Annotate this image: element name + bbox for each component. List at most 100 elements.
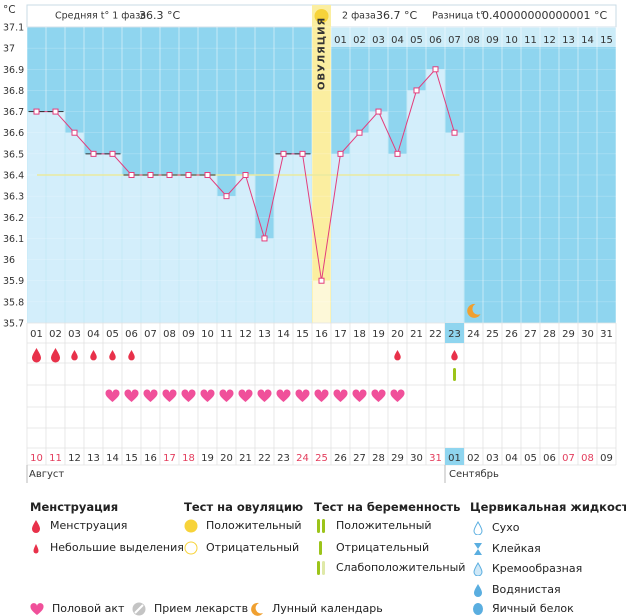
legend-cervical-watery-label: Водянистая — [492, 583, 561, 596]
legend-pregnancy-weak-label: Слабоположительный — [336, 561, 466, 574]
outline-drop-icon — [473, 521, 483, 536]
temperature-point — [90, 150, 97, 157]
ovulation-column — [312, 5, 331, 323]
legend-cervical-eggwhite-label: Яичный белок — [492, 602, 574, 615]
phase2-day-label: 07 — [448, 35, 461, 46]
bleeding-heavy-icon — [32, 348, 41, 363]
temperature-point — [242, 172, 249, 178]
phase1-avg-label: Средняя t° 1 фаза — [55, 11, 146, 22]
date-label: 17 — [163, 453, 176, 464]
temperature-point — [128, 172, 135, 178]
legend-pregnancy-weak-item: Слабоположительный — [314, 561, 465, 575]
temperature-point — [109, 150, 116, 157]
temperature-point — [71, 129, 78, 136]
temperature-point — [375, 108, 382, 115]
phase2-day-label: 04 — [391, 35, 404, 46]
temperature-point — [185, 172, 192, 178]
phase1-avg-value: 36.3 °C — [139, 9, 180, 22]
intercourse-heart-icon — [105, 389, 120, 402]
date-label: 31 — [429, 453, 442, 464]
date-label: 15 — [125, 453, 138, 464]
temperature-bar — [179, 175, 198, 323]
ovulation-test-positive-icon — [314, 9, 329, 23]
intercourse-heart-icon — [333, 389, 348, 402]
month-label: Август — [29, 469, 64, 480]
y-tick-label: 36.9 — [3, 65, 24, 76]
intercourse-heart-icon — [200, 389, 215, 402]
moon-icon — [467, 303, 481, 318]
y-tick-label: 36.4 — [3, 171, 24, 182]
ovulation-label: ОВУЛЯЦИЯ — [317, 17, 328, 90]
temperature-point — [337, 150, 344, 157]
y-tick-label: 36.2 — [3, 213, 24, 224]
temperature-bar — [27, 111, 46, 323]
temperature-bar — [331, 153, 350, 323]
legend-cervical-sticky-label: Клейкая — [492, 542, 541, 555]
y-tick-label: 37.1 — [3, 23, 24, 34]
temperature-bar — [84, 153, 103, 323]
bleeding-heavy-icon — [51, 348, 60, 363]
legend-cervical-watery-item: Водянистая — [472, 583, 561, 597]
temperature-bar — [160, 175, 179, 323]
intercourse-heart-icon — [276, 389, 291, 402]
date-label: 07 — [562, 453, 575, 464]
legend-cervical-sticky-item: Клейкая — [472, 542, 541, 556]
cycle-day-label: 28 — [543, 329, 556, 340]
single-bar-icon — [319, 541, 322, 555]
cycle-day-label: 10 — [201, 329, 214, 340]
cycle-day-label: 21 — [410, 329, 423, 340]
temperature-point — [413, 87, 420, 94]
legend-menstruation-title: Менструация — [30, 500, 119, 514]
phase2-day-row — [331, 27, 616, 47]
date-label: 01 — [448, 453, 461, 464]
temperature-bar — [274, 153, 293, 323]
intercourse-heart-icon — [371, 389, 386, 402]
temperature-bar — [255, 238, 274, 323]
y-tick-label: 37 — [3, 44, 15, 55]
y-tick-label: 36.3 — [3, 192, 24, 203]
phase2-avg-label: 2 фаза — [342, 11, 376, 22]
cycle-day-label: 17 — [334, 329, 347, 340]
temperature-bar — [198, 175, 217, 323]
phase2-day-label: 06 — [429, 35, 442, 46]
intercourse-heart-icon — [219, 389, 234, 402]
cycle-day-label: 02 — [49, 329, 62, 340]
temperature-point — [394, 150, 401, 157]
date-label: 25 — [315, 453, 328, 464]
date-label: 06 — [543, 453, 556, 464]
cycle-day-label: 24 — [467, 329, 480, 340]
date-label: 21 — [239, 453, 252, 464]
date-label: 10 — [30, 453, 43, 464]
legend-ovulation-positive-item: Положительный — [184, 519, 302, 533]
legend-cervical-eggwhite-item: Яичный белок — [472, 602, 574, 616]
water-drop-icon — [474, 584, 482, 597]
temp-difference-label: Разница t° — [432, 11, 485, 22]
cycle-day-label: 22 — [429, 329, 442, 340]
intercourse-heart-icon — [295, 389, 310, 402]
phase2-day-label: 15 — [600, 35, 613, 46]
phase2-day-label: 02 — [353, 35, 366, 46]
temperature-point — [223, 193, 230, 200]
y-tick-label: 36.7 — [3, 107, 24, 118]
legend-cervical-creamy-label: Кремообразная — [492, 562, 583, 575]
phase2-day-label: 08 — [467, 35, 480, 46]
cycle-day-label: 04 — [87, 329, 100, 340]
legend-pregnancy-positive-item: Положительный — [314, 519, 432, 533]
bleeding-light-icon — [128, 349, 135, 361]
phase2-day-label: 03 — [372, 35, 385, 46]
date-label: 30 — [410, 453, 423, 464]
double-bar-icon — [317, 519, 325, 533]
intercourse-heart-icon — [162, 389, 177, 402]
y-tick-label: 36.6 — [3, 128, 24, 139]
date-label: 27 — [353, 453, 366, 464]
cycle-day-label: 11 — [220, 329, 233, 340]
hourglass-icon — [474, 543, 482, 555]
cycle-day-label: 12 — [239, 329, 252, 340]
egg-white-icon — [473, 603, 483, 615]
temperature-bar — [141, 175, 160, 323]
cycle-day-label: 08 — [163, 329, 176, 340]
date-label: 09 — [600, 453, 613, 464]
filled-circle-icon — [184, 519, 198, 533]
today-date-highlight — [445, 448, 464, 465]
